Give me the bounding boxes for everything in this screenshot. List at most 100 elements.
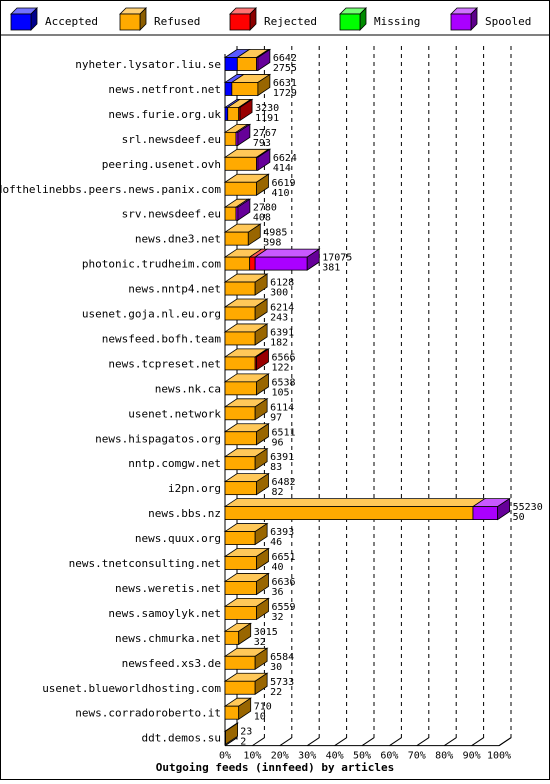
x-tick bbox=[416, 737, 430, 747]
value-label-secondary: 105 bbox=[272, 387, 290, 398]
bar-spooled-side bbox=[237, 198, 251, 221]
bar-row bbox=[223, 148, 272, 172]
value-label-secondary: 1191 bbox=[255, 113, 279, 124]
category-label: nntp.comgw.net bbox=[128, 457, 221, 470]
bar-accepted bbox=[224, 107, 229, 121]
bar-row bbox=[223, 672, 269, 695]
value-label-secondary: 414 bbox=[273, 163, 291, 174]
bars bbox=[223, 48, 511, 745]
category-label: news.bbs.nz bbox=[148, 507, 221, 520]
x-tick-label: 30% bbox=[298, 751, 316, 762]
bar-refused bbox=[224, 181, 257, 196]
legend-label: Rejected bbox=[264, 15, 317, 28]
bar-refused bbox=[224, 556, 257, 570]
value-label-secondary: 381 bbox=[322, 263, 340, 274]
value-label-total: 710 bbox=[254, 702, 272, 713]
bar-refused-side bbox=[256, 572, 269, 596]
category-label: newsfeed.xs3.de bbox=[122, 657, 221, 670]
bar-refused-side bbox=[256, 373, 269, 396]
category-label: news.hispagatos.org bbox=[95, 432, 221, 445]
x-tick bbox=[306, 737, 320, 747]
bar-row bbox=[223, 223, 262, 246]
category-label: i2pn.org bbox=[168, 482, 221, 495]
bar-refused bbox=[227, 107, 240, 121]
value-label-secondary: 82 bbox=[272, 487, 284, 498]
bar-row bbox=[223, 423, 270, 446]
value-label-total: 6511 bbox=[272, 427, 296, 438]
bar-refused-side bbox=[254, 672, 268, 695]
category-label: news.quux.org bbox=[135, 532, 221, 545]
value-label-total: 23 bbox=[240, 727, 252, 738]
value-label-secondary: 1729 bbox=[273, 88, 297, 99]
bar-spooled bbox=[254, 256, 308, 271]
category-label: news.nk.ca bbox=[155, 382, 221, 395]
bar-refused bbox=[224, 655, 256, 670]
value-label-total: 6631 bbox=[273, 78, 297, 89]
value-label-secondary: 300 bbox=[270, 288, 288, 299]
legend-swatch bbox=[229, 13, 251, 31]
chart-title: Outgoing feeds (innfeed) by articles bbox=[156, 761, 394, 774]
bar-refused bbox=[236, 57, 257, 71]
bar-refused-side bbox=[254, 273, 268, 296]
value-label-total: 5733 bbox=[270, 677, 294, 688]
x-tick bbox=[498, 737, 512, 747]
value-label-secondary: 22 bbox=[270, 687, 282, 698]
bar-refused bbox=[224, 231, 249, 246]
bar-row bbox=[223, 273, 269, 296]
category-label: srv.newsdeef.eu bbox=[122, 208, 221, 221]
value-label-secondary: 243 bbox=[270, 313, 288, 324]
bar-refused-side bbox=[238, 622, 252, 646]
bar-refused bbox=[224, 680, 256, 695]
x-tick bbox=[334, 737, 347, 747]
bar-row bbox=[223, 447, 269, 471]
bar-row bbox=[223, 647, 269, 671]
bar-refused-side bbox=[256, 597, 269, 621]
bar-refused bbox=[224, 431, 257, 446]
bar-refused-side bbox=[238, 697, 252, 720]
bar-row bbox=[223, 173, 270, 196]
category-label: photonic.trudheim.com bbox=[82, 258, 221, 271]
value-label-total: 6642 bbox=[273, 53, 297, 64]
bar-row bbox=[223, 472, 270, 496]
x-tick bbox=[224, 737, 238, 747]
value-label-secondary: 793 bbox=[253, 138, 271, 149]
legend-item-accepted: Accepted bbox=[10, 7, 98, 31]
category-label: news.dne3.net bbox=[135, 233, 221, 246]
value-label-total: 6482 bbox=[272, 477, 296, 488]
bar-refused bbox=[224, 606, 257, 620]
legend: Accepted Refused Rejected Missing Spooled bbox=[10, 7, 531, 31]
value-label-secondary: 50 bbox=[513, 512, 525, 523]
value-label-total: 6114 bbox=[270, 402, 294, 413]
x-tick bbox=[279, 737, 293, 747]
bar-row bbox=[223, 198, 252, 221]
legend-label: Accepted bbox=[45, 15, 98, 28]
value-label-secondary: 410 bbox=[272, 188, 290, 199]
value-label-secondary: 2 bbox=[240, 737, 246, 748]
bar-refused bbox=[224, 306, 256, 321]
legend-label: Missing bbox=[374, 15, 420, 28]
bar-spooled-side bbox=[497, 497, 511, 521]
bar-refused bbox=[224, 456, 256, 471]
legend-swatch bbox=[450, 13, 472, 31]
bar-refused bbox=[231, 82, 259, 96]
value-labels: 6642275566311729323011912767793662441466… bbox=[240, 53, 542, 748]
bar-spooled-side bbox=[237, 123, 251, 147]
category-label: news.nntp4.net bbox=[128, 283, 221, 296]
x-tick bbox=[252, 737, 265, 747]
x-tick-label: 10% bbox=[243, 751, 261, 762]
bar-refused bbox=[224, 256, 251, 271]
bar-refused-side bbox=[254, 447, 268, 471]
bar-row bbox=[223, 697, 253, 720]
legend-swatch bbox=[119, 13, 141, 31]
category-label: news.netfront.net bbox=[108, 83, 221, 96]
bar-refused-side bbox=[256, 472, 269, 496]
x-tick-label: 100% bbox=[487, 751, 511, 762]
value-label-total: 3015 bbox=[254, 627, 278, 638]
value-label-total: 6619 bbox=[272, 178, 296, 189]
value-label-secondary: 97 bbox=[270, 412, 282, 423]
bar-refused-side bbox=[247, 223, 261, 246]
x-tick-label: 20% bbox=[271, 751, 289, 762]
x-tick bbox=[361, 737, 375, 747]
bar-refused-side bbox=[254, 298, 268, 321]
